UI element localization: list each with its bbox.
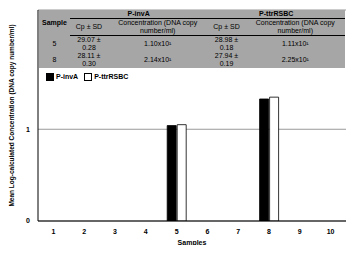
html-text:28.11 ± 0.30: 28.11 ± 0.30 [77, 52, 101, 67]
svg-text:5: 5 [175, 228, 179, 235]
html-text:Cp ± SD: Cp ± SD [213, 23, 240, 30]
html-text:1.11x10¹: 1.11x10¹ [281, 40, 309, 47]
html-text:1.10x10¹: 1.10x10¹ [144, 40, 172, 47]
svg-text:6: 6 [205, 228, 209, 235]
html-text:P-invA: P-invA [127, 10, 150, 17]
html-text:P-ttrRSBC: P-ttrRSBC [259, 10, 294, 17]
html-text:Cp ± SD: Cp ± SD [75, 23, 103, 30]
html-text:Sample: Sample [42, 18, 67, 26]
html-text:Concentration (DNA copy number: Concentration (DNA copy number/ml) [118, 19, 198, 34]
svg-text:8: 8 [267, 228, 271, 235]
svg-text:1: 1 [51, 228, 55, 235]
svg-text:1: 1 [26, 126, 30, 133]
svg-text:0: 0 [26, 217, 30, 224]
svg-text:2: 2 [82, 228, 86, 235]
html-text:2.25x10¹: 2.25x10¹ [281, 56, 309, 63]
svg-text:Mean Log-calculated Concentrat: Mean Log-calculated Concentration (DNA c… [8, 24, 16, 206]
html-text:27.94 ± 0.19: 27.94 ± 0.19 [214, 52, 239, 67]
html-text:P-invA: P-invA [56, 73, 79, 80]
html-text:Concentration (DNA copy number: Concentration (DNA copy number/ml) [255, 19, 335, 34]
html-text:P-ttrRSBC: P-ttrRSBC [94, 73, 129, 80]
svg-text:10: 10 [327, 228, 335, 235]
svg-text:4: 4 [144, 228, 148, 235]
svg-text:3: 3 [113, 228, 117, 235]
html-text:8: 8 [52, 56, 57, 63]
svg-text:Samples: Samples [178, 239, 207, 245]
html-text:2.14x10¹: 2.14x10¹ [144, 56, 172, 63]
html-text:28.98 ± 0.18: 28.98 ± 0.18 [214, 36, 239, 51]
svg-text:7: 7 [236, 228, 240, 235]
svg-text:9: 9 [298, 228, 302, 235]
html-text:29.07 ± 0.28: 29.07 ± 0.28 [77, 36, 101, 51]
html-text:5: 5 [52, 39, 57, 47]
